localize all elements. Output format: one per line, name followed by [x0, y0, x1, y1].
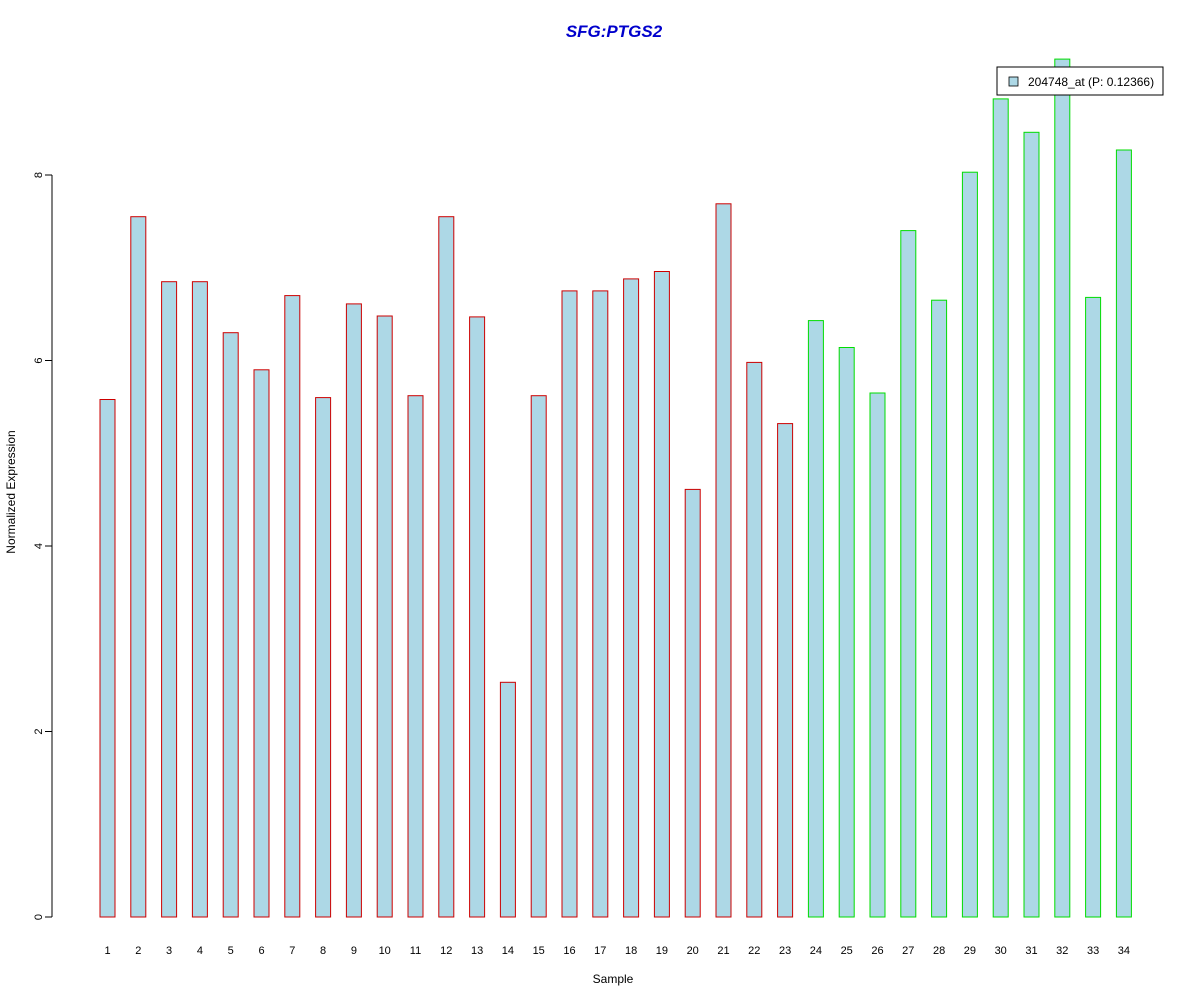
- bar-sample-2: [130, 216, 147, 918]
- x-tick-label: 30: [995, 945, 1007, 957]
- bar-sample-31: [1023, 131, 1040, 918]
- x-tick-label: 22: [748, 945, 760, 957]
- y-tick-label: 4: [33, 543, 45, 549]
- bar-sample-10: [376, 315, 393, 918]
- legend-box: [996, 66, 1164, 96]
- bar-sample-4: [191, 281, 208, 918]
- x-tick-label: 34: [1118, 945, 1130, 957]
- x-tick-label: 15: [533, 945, 545, 957]
- bar-sample-21: [715, 203, 732, 918]
- bar-sample-27: [900, 230, 917, 918]
- x-axis-label: Sample: [593, 972, 634, 986]
- x-tick-label: 28: [933, 945, 945, 957]
- bar-sample-15: [530, 395, 547, 918]
- x-tick-label: 21: [717, 945, 729, 957]
- x-tick-label: 2: [135, 945, 141, 957]
- bar-sample-11: [407, 395, 424, 918]
- bar-sample-28: [931, 299, 948, 918]
- bars: [99, 58, 1132, 918]
- x-tick-label: 13: [471, 945, 483, 957]
- bar-sample-26: [869, 392, 886, 918]
- x-tick-label: 8: [320, 945, 326, 957]
- y-axis: 0 2 4 6 8: [33, 172, 53, 920]
- bar-sample-3: [161, 281, 178, 918]
- bar-sample-18: [623, 278, 640, 918]
- bar-sample-22: [746, 361, 763, 918]
- x-tick-label: 16: [563, 945, 575, 957]
- x-tick-label: 1: [104, 945, 110, 957]
- x-tick-label: 33: [1087, 945, 1099, 957]
- x-tick-label: 19: [656, 945, 668, 957]
- bar-sample-16: [561, 290, 578, 918]
- x-tick-label: 3: [166, 945, 172, 957]
- x-tick-label: 31: [1025, 945, 1037, 957]
- legend: 204748_at (P: 0.12366): [996, 66, 1164, 96]
- x-tick-label: 10: [379, 945, 391, 957]
- bar-sample-1: [99, 399, 116, 918]
- x-tick-label: 4: [197, 945, 203, 957]
- x-tick-label: 27: [902, 945, 914, 957]
- x-tick-label: 25: [841, 945, 853, 957]
- bar-sample-29: [961, 171, 978, 918]
- x-tick-label: 17: [594, 945, 606, 957]
- bar-sample-8: [315, 397, 332, 918]
- bar-sample-14: [499, 681, 516, 918]
- bar-sample-23: [777, 423, 794, 918]
- bar-sample-13: [469, 316, 486, 918]
- bar-sample-19: [653, 271, 670, 918]
- y-tick-label: 2: [33, 728, 45, 734]
- x-tick-label: 18: [625, 945, 637, 957]
- y-tick-label: 8: [33, 172, 45, 178]
- x-tick-label: 23: [779, 945, 791, 957]
- y-tick-label: 6: [33, 357, 45, 363]
- bar-sample-7: [284, 295, 301, 918]
- legend-entry: 204748_at (P: 0.12366): [1028, 75, 1154, 89]
- x-tick-label: 20: [687, 945, 699, 957]
- x-tick-label: 29: [964, 945, 976, 957]
- bar-sample-6: [253, 369, 270, 918]
- bar-sample-5: [222, 332, 239, 918]
- chart-title: SFG:PTGS2: [566, 22, 663, 41]
- bar-sample-25: [838, 347, 855, 918]
- x-tick-label: 14: [502, 945, 514, 957]
- bar-sample-30: [992, 98, 1009, 918]
- x-tick-labels: 1 2 3 4 5 6 7 8 9 10 11 12 13 14 15 16 17 18 19 20 21 22 23 24 2…: [104, 945, 1130, 957]
- bar-sample-33: [1085, 296, 1102, 918]
- bar-sample-12: [438, 216, 455, 918]
- y-axis-label: Normalized Expression: [4, 430, 18, 553]
- x-tick-label: 32: [1056, 945, 1068, 957]
- bar-sample-34: [1115, 149, 1132, 918]
- y-tick-label: 0: [33, 914, 45, 920]
- x-tick-label: 5: [228, 945, 234, 957]
- x-tick-label: 24: [810, 945, 822, 957]
- x-tick-label: 7: [289, 945, 295, 957]
- bar-sample-24: [807, 320, 824, 918]
- x-tick-label: 11: [410, 945, 421, 957]
- bar-sample-20: [684, 488, 701, 918]
- x-tick-label: 26: [871, 945, 883, 957]
- bar-sample-32: [1054, 58, 1071, 918]
- x-tick-label: 6: [258, 945, 264, 957]
- legend-swatch: [1008, 76, 1019, 87]
- x-tick-label: 9: [351, 945, 357, 957]
- x-tick-label: 12: [440, 945, 452, 957]
- bar-sample-9: [345, 303, 362, 918]
- bar-sample-17: [592, 290, 609, 918]
